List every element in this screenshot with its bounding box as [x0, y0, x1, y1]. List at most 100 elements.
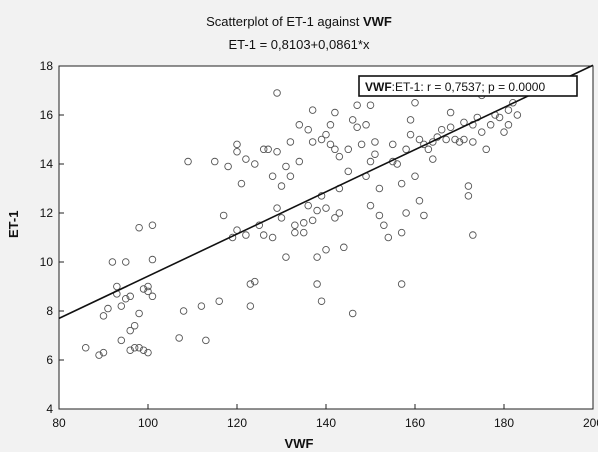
data-point: [126, 326, 134, 335]
data-point: [282, 253, 290, 261]
data-point: [246, 280, 255, 288]
data-point: [362, 121, 370, 129]
regression-line: [58, 64, 594, 320]
data-point: [184, 157, 192, 166]
y-tick-label: 16: [40, 108, 54, 122]
x-axis-label: VWF: [284, 436, 314, 451]
data-point: [121, 258, 130, 266]
data-point: [335, 209, 344, 217]
data-points: [81, 89, 522, 359]
data-point: [464, 182, 473, 190]
data-point: [375, 211, 384, 220]
data-point: [286, 172, 295, 180]
data-point: [397, 280, 406, 288]
data-point: [429, 155, 437, 163]
data-point: [380, 221, 388, 229]
data-point: [437, 125, 446, 134]
y-tick-label: 12: [40, 206, 54, 220]
data-point: [117, 336, 126, 345]
data-point: [375, 184, 384, 193]
data-point: [144, 287, 152, 296]
data-point: [135, 309, 143, 318]
data-point: [313, 253, 321, 261]
data-point: [295, 157, 304, 166]
data-point: [313, 206, 321, 215]
data-point: [242, 155, 250, 163]
data-point: [304, 201, 312, 210]
data-point: [326, 121, 335, 129]
data-point: [353, 101, 361, 109]
data-point: [99, 348, 108, 357]
data-point: [406, 116, 415, 124]
data-point: [113, 282, 121, 291]
data-point: [202, 336, 210, 345]
data-point: [139, 285, 148, 293]
data-point: [344, 167, 353, 176]
data-point: [233, 147, 241, 156]
data-point: [322, 130, 330, 139]
data-point: [415, 196, 424, 205]
data-point: [126, 292, 134, 301]
data-point: [322, 204, 330, 212]
data-point: [366, 101, 375, 109]
chart-title: Scatterplot of ET-1 against VWF: [206, 14, 392, 29]
data-point: [300, 219, 308, 227]
data-point: [148, 292, 157, 301]
data-point: [478, 128, 486, 136]
data-point: [397, 179, 406, 188]
data-point: [509, 98, 517, 107]
data-point: [308, 106, 317, 114]
data-point: [242, 231, 250, 239]
data-point: [495, 113, 504, 122]
data-point: [513, 111, 522, 119]
y-tick-label: 14: [40, 157, 54, 171]
data-point: [460, 135, 468, 144]
data-point: [295, 121, 304, 129]
data-point: [455, 138, 464, 146]
data-point: [81, 344, 90, 352]
data-point: [322, 245, 330, 254]
data-point: [442, 135, 450, 144]
data-point: [415, 135, 424, 144]
x-tick-label: 100: [138, 416, 158, 430]
y-tick-label: 4: [46, 402, 53, 416]
data-point: [482, 145, 490, 154]
data-point: [300, 228, 308, 237]
axis-ticks: 80 100 120 140 160 180 200 4 6 8 10 12 14 16 18: [40, 59, 598, 430]
data-point: [259, 145, 268, 154]
data-point: [95, 351, 103, 359]
data-point: [286, 138, 295, 146]
data-point: [397, 228, 406, 237]
x-tick-label: 80: [52, 416, 66, 430]
data-point: [411, 172, 419, 180]
data-point: [446, 108, 455, 117]
data-point: [277, 182, 286, 190]
data-point: [246, 302, 255, 310]
data-point: [340, 243, 348, 252]
data-point: [308, 138, 317, 146]
data-point: [366, 157, 375, 166]
data-point: [135, 344, 143, 352]
data-point: [469, 138, 477, 146]
data-point: [384, 233, 393, 242]
data-point: [402, 145, 410, 154]
data-point: [411, 98, 419, 107]
data-point: [268, 172, 277, 180]
data-point: [504, 121, 513, 129]
data-point: [108, 258, 117, 266]
legend-label: VWF:ET-1: r = 0,7537; p = 0.0000: [365, 80, 545, 94]
data-point: [104, 304, 112, 313]
data-point: [144, 282, 152, 291]
data-point: [282, 162, 290, 171]
data-point: [446, 123, 455, 131]
data-point: [251, 277, 259, 286]
data-point: [224, 162, 232, 171]
data-point: [273, 147, 281, 156]
data-point: [273, 89, 281, 97]
y-tick-label: 10: [40, 255, 54, 269]
data-point: [135, 223, 143, 232]
data-point: [197, 302, 206, 310]
data-point: [277, 214, 286, 222]
data-point: [344, 145, 353, 154]
